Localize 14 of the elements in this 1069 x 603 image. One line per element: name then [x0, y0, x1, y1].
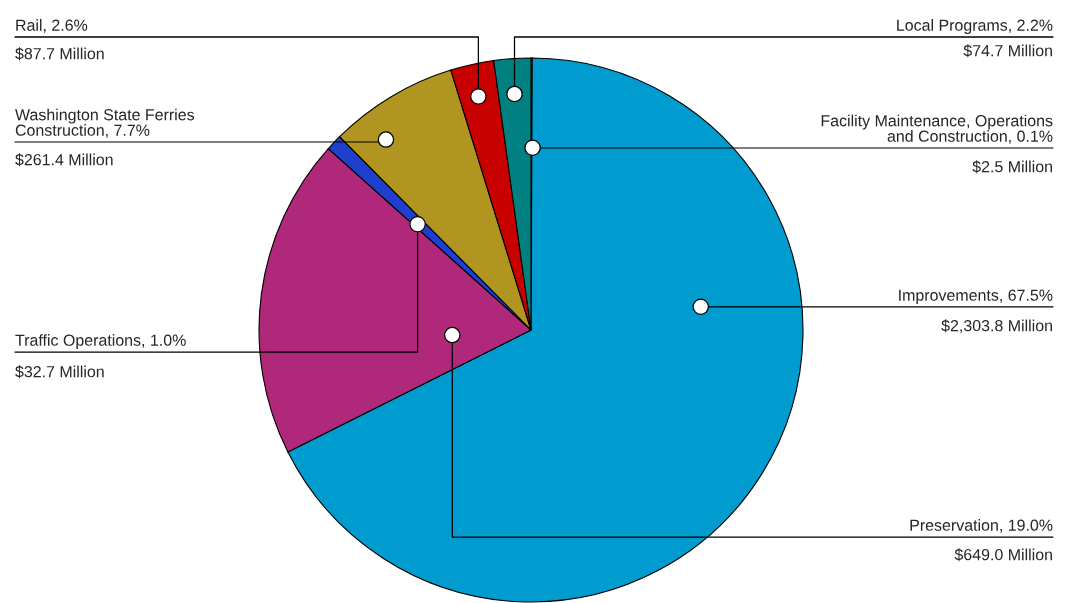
data-label: $87.7 Million — [15, 47, 104, 61]
slice-label: Preservation, 19.0% — [910, 519, 1053, 533]
slice-label: Facility Maintenance, Operations and Construction, 0.1% — [821, 114, 1053, 144]
data-label: $261.4 Million — [15, 153, 113, 167]
data-label: $74.7 Million — [963, 44, 1052, 58]
slice-label: Improvements, 67.5% — [899, 289, 1053, 304]
slice-label: Rail, 2.6% — [16, 19, 88, 33]
slice-label: Traffic Operations, 1.0% — [15, 334, 186, 349]
data-label: $2,303.8 Million — [941, 319, 1052, 334]
data-label: $2.5 Million — [972, 160, 1052, 174]
data-label: $32.7 Million — [15, 365, 104, 379]
slice-label: Local Programs, 2.2% — [897, 19, 1053, 34]
slice-label: Washington State Ferries Construction, 7.7% — [15, 108, 195, 138]
data-label: $649.0 Million — [954, 548, 1052, 562]
